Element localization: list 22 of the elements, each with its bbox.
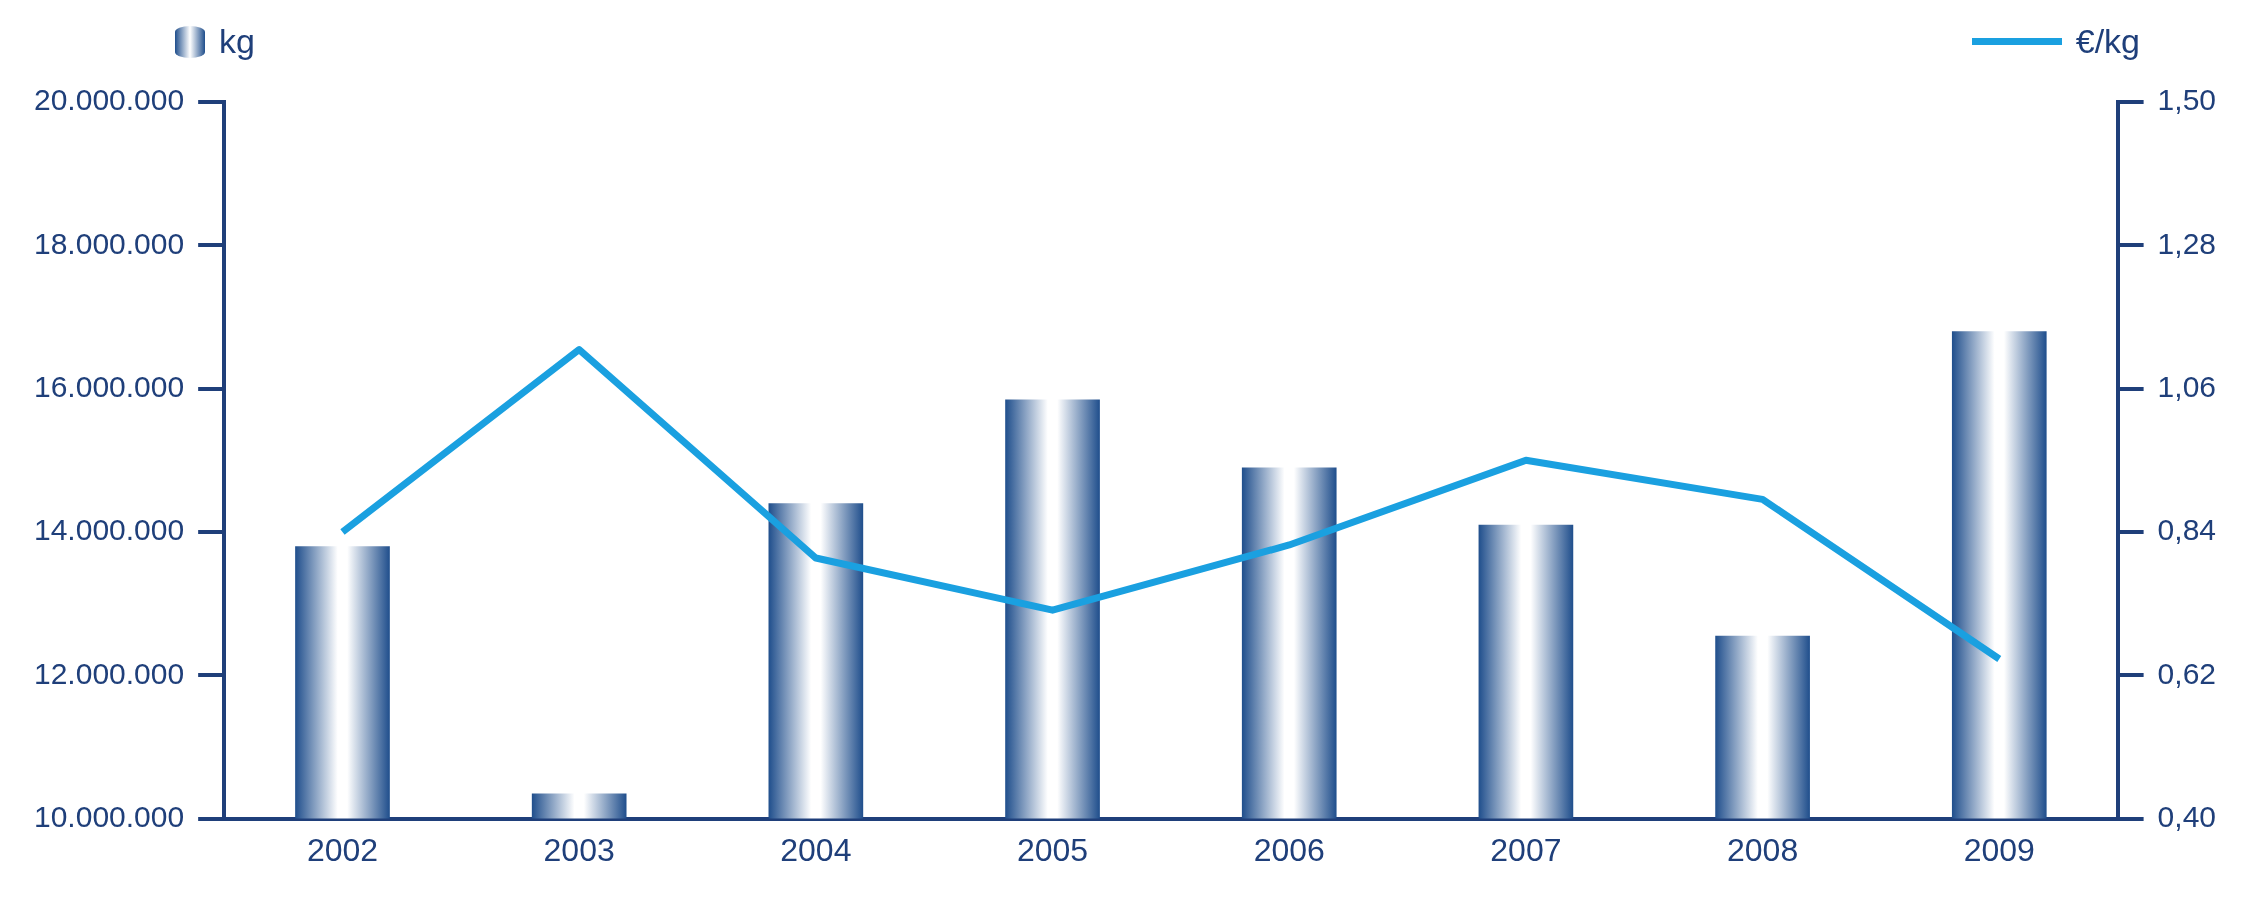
legend-label: kg: [219, 22, 255, 61]
y-tick-label: 16.000.000: [33, 369, 185, 403]
y2-tick-label: 0,84: [2157, 513, 2216, 547]
x-tick-label: 2004: [780, 831, 852, 868]
x-tick-label: 2003: [543, 831, 615, 868]
y-tick-label: 14.000.000: [33, 513, 185, 547]
y-tick-label: 20.000.000: [33, 83, 185, 117]
x-tick-label: 2005: [1016, 831, 1089, 868]
y-tick-label: 10.000.000: [33, 799, 185, 833]
y2-tick-label: 1,50: [2157, 83, 2216, 117]
x-tick-label: 2007: [1490, 831, 1562, 868]
y2-tick-label: 0,40: [2157, 799, 2216, 833]
x-tick-label: 2009: [1963, 831, 2035, 868]
x-tick-label: 2008: [1726, 831, 1799, 868]
y2-tick-label: 1,06: [2157, 369, 2216, 403]
y-tick-label: 18.000.000: [33, 226, 185, 260]
x-tick-label: 2006: [1253, 831, 1325, 868]
y2-tick-label: 1,28: [2157, 226, 2216, 260]
y2-tick-label: 0,62: [2157, 656, 2216, 690]
legend-label: €/kg: [2075, 22, 2140, 61]
x-tick-label: 2002: [306, 831, 379, 868]
y-tick-label: 12.000.000: [33, 656, 185, 690]
